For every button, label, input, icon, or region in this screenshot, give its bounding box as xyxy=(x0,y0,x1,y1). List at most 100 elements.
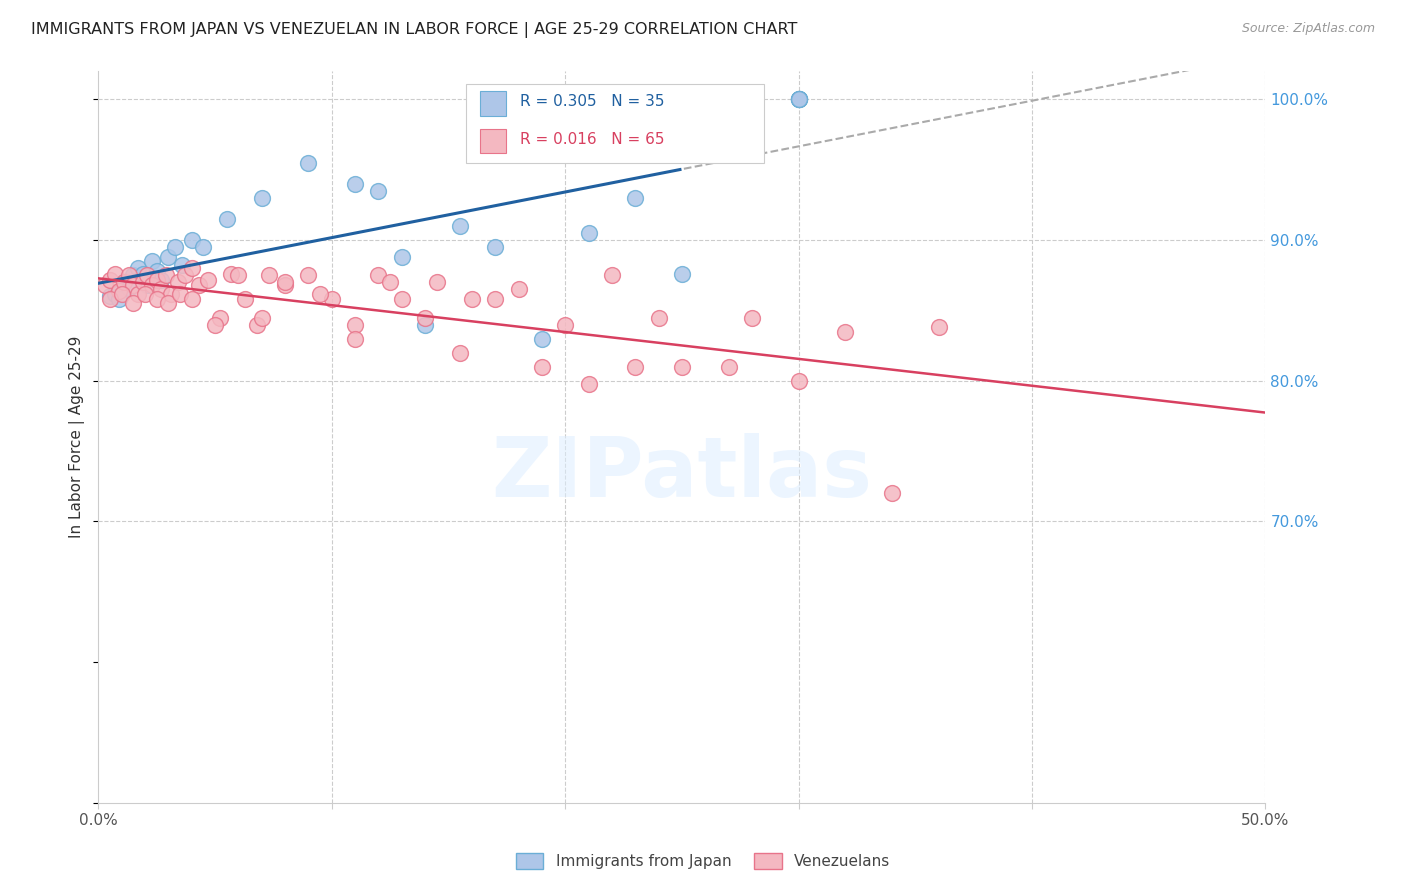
Point xyxy=(132,276,155,290)
Point xyxy=(108,284,131,298)
Point xyxy=(118,281,141,295)
Text: IMMIGRANTS FROM JAPAN VS VENEZUELAN IN LABOR FORCE | AGE 25-29 CORRELATION CHART: IMMIGRANTS FROM JAPAN VS VENEZUELAN IN L… xyxy=(31,22,797,38)
Point xyxy=(98,292,121,306)
Text: R = 0.305   N = 35: R = 0.305 N = 35 xyxy=(520,95,664,110)
Point xyxy=(671,267,693,281)
Point xyxy=(108,292,131,306)
Point xyxy=(344,177,367,191)
Point xyxy=(150,282,173,296)
Point xyxy=(380,276,402,290)
Point xyxy=(118,268,141,283)
Point xyxy=(344,318,367,332)
Text: ZIPatlas: ZIPatlas xyxy=(492,434,872,514)
Point xyxy=(98,272,121,286)
Point xyxy=(484,292,506,306)
Point xyxy=(187,278,209,293)
Point xyxy=(180,261,202,276)
Point xyxy=(111,286,134,301)
Point xyxy=(413,310,436,325)
Point xyxy=(141,254,163,268)
FancyBboxPatch shape xyxy=(465,84,763,163)
Point xyxy=(134,286,156,301)
Point xyxy=(413,318,436,332)
Point xyxy=(112,276,135,290)
Point xyxy=(880,486,903,500)
Point xyxy=(150,272,173,286)
Point xyxy=(98,289,121,303)
Point xyxy=(391,292,413,306)
Text: R = 0.016   N = 65: R = 0.016 N = 65 xyxy=(520,132,664,147)
Point xyxy=(787,93,810,107)
Point xyxy=(787,93,810,107)
Point xyxy=(449,219,471,233)
Point xyxy=(297,156,319,170)
Point xyxy=(157,296,180,310)
Point xyxy=(193,240,215,254)
Point xyxy=(321,292,343,306)
Point xyxy=(228,268,250,283)
Point xyxy=(530,332,553,346)
Point xyxy=(449,345,471,359)
Point xyxy=(309,286,332,301)
Point xyxy=(578,376,600,391)
Point xyxy=(104,286,127,301)
Point xyxy=(94,278,117,293)
Point xyxy=(834,325,856,339)
Point xyxy=(155,268,177,283)
Point xyxy=(717,359,740,374)
Point xyxy=(215,212,238,227)
Point xyxy=(141,278,163,293)
Point xyxy=(624,359,647,374)
Bar xyxy=(479,91,506,116)
Point xyxy=(127,261,149,276)
Point xyxy=(157,250,180,264)
Point xyxy=(221,267,243,281)
Point xyxy=(344,332,367,346)
Point xyxy=(136,268,159,283)
Point xyxy=(367,184,389,198)
Point xyxy=(197,272,219,286)
Point xyxy=(169,286,191,301)
Point xyxy=(172,259,194,273)
Point xyxy=(274,276,297,290)
Point xyxy=(367,268,389,283)
Legend: Immigrants from Japan, Venezuelans: Immigrants from Japan, Venezuelans xyxy=(510,847,896,875)
Point xyxy=(127,286,149,301)
Point xyxy=(250,191,273,205)
Point xyxy=(235,292,257,306)
Point xyxy=(165,240,187,254)
Point xyxy=(554,318,576,332)
Point xyxy=(741,310,763,325)
Point xyxy=(787,93,810,107)
Point xyxy=(530,359,553,374)
Point xyxy=(624,191,647,205)
Point xyxy=(146,264,169,278)
Point xyxy=(173,268,195,283)
Point xyxy=(461,292,484,306)
Point xyxy=(928,320,950,334)
Point xyxy=(146,272,169,286)
Point xyxy=(787,374,810,388)
Point xyxy=(671,359,693,374)
Point xyxy=(208,310,231,325)
Point xyxy=(204,318,226,332)
Y-axis label: In Labor Force | Age 25-29: In Labor Force | Age 25-29 xyxy=(69,336,86,538)
Point xyxy=(159,286,181,301)
Point xyxy=(391,250,413,264)
Point xyxy=(246,318,269,332)
Point xyxy=(166,276,188,290)
Point xyxy=(112,276,135,290)
Point xyxy=(104,267,127,281)
Point xyxy=(250,310,273,325)
Point xyxy=(257,268,280,283)
Point xyxy=(274,278,297,293)
Point xyxy=(508,282,530,296)
Point xyxy=(297,268,319,283)
Point xyxy=(426,276,449,290)
Text: Source: ZipAtlas.com: Source: ZipAtlas.com xyxy=(1241,22,1375,36)
Point xyxy=(180,292,202,306)
Point xyxy=(180,233,202,247)
Bar xyxy=(479,129,506,153)
Point xyxy=(647,310,669,325)
Point xyxy=(122,296,145,310)
